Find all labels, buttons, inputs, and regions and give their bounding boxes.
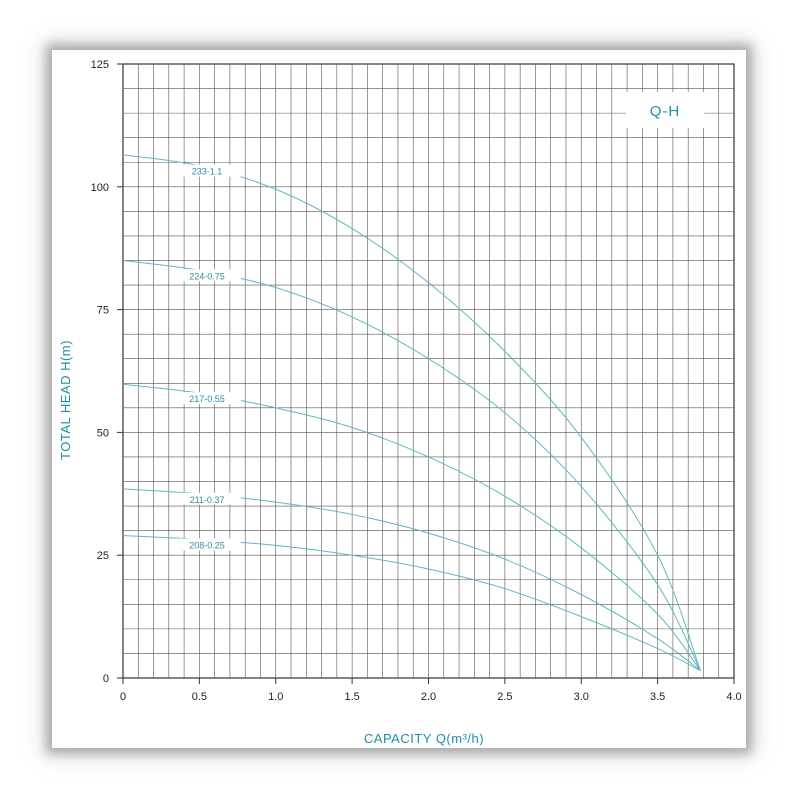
series-label-233-1.1: 233-1.1 (192, 167, 223, 177)
y-tick-label: 50 (97, 427, 109, 439)
series-label-bg (173, 492, 242, 505)
series-label-208-0.25: 208-0.25 (189, 540, 225, 550)
x-tick-label: 0 (120, 691, 126, 703)
curve-labels: 233-1.1 224-0.75 217-0.55 211-0.37 208-0.25 (173, 164, 242, 551)
x-tick-label: 2.0 (421, 691, 436, 703)
series-label-224-0.75: 224-0.75 (189, 271, 225, 281)
y-tick-label: 75 (97, 305, 109, 317)
y-tick-label: 0 (103, 673, 109, 685)
x-tick-label: 2.5 (497, 691, 512, 703)
tick-labels: 0 0.5 1.0 1.5 2.0 2.5 3.0 3.5 4.0 0 25 50 75 100 125 (91, 59, 742, 703)
series-label-217-0.55: 217-0.55 (189, 394, 225, 404)
series-line-208-0.25 (122, 535, 701, 672)
x-tick-label: 1.5 (344, 691, 359, 703)
x-tick-label: 3.0 (574, 691, 589, 703)
x-tick-label: 3.5 (650, 691, 665, 703)
y-axis-title: TOTAL HEAD H(m) (58, 340, 73, 460)
grid (122, 63, 735, 679)
series-label-211-0.37: 211-0.37 (190, 495, 225, 505)
y-tick-label: 25 (97, 550, 109, 562)
series-label-bg (173, 392, 242, 405)
qh-chart: 233-1.1224-0.75217-0.55211-0.37208-0.25 … (58, 59, 742, 746)
x-tick-label: 4.0 (726, 691, 741, 703)
series-line-224-0.75 (122, 259, 701, 671)
chart-card: 233-1.1 224-0.75 217-0.55 211-0.37 208-0.25 … (52, 50, 746, 748)
x-tick-label: 0.5 (192, 691, 207, 703)
y-tick-label: 100 (91, 182, 109, 194)
series-line-217-0.55 (122, 383, 701, 671)
chart-title: Q-H (650, 103, 681, 120)
series-group (122, 154, 701, 672)
series-line-233-1.1 (122, 154, 701, 671)
series-label-bg (173, 538, 242, 551)
x-axis-title: CAPACITY Q(m³/h) (364, 731, 484, 746)
x-tick-label: 1.0 (268, 691, 283, 703)
legend-box: Q-H (626, 92, 704, 128)
series-label-bg (173, 269, 242, 282)
series-label-bg (173, 164, 242, 177)
y-tick-label: 125 (91, 59, 109, 71)
